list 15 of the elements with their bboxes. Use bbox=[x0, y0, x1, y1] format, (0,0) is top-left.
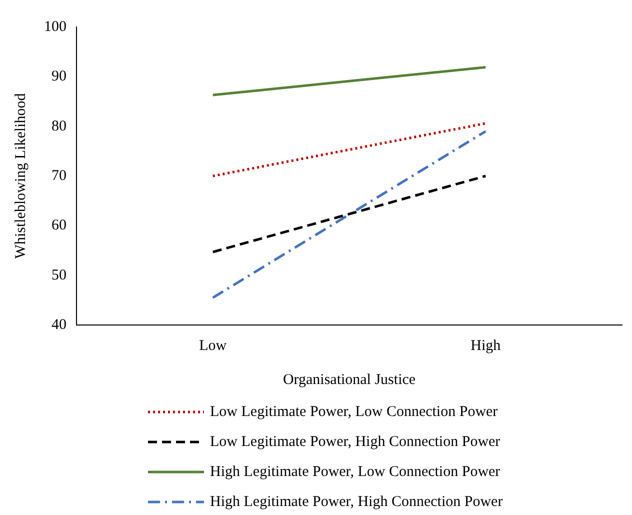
x-tick-label: Low bbox=[199, 338, 227, 354]
x-tick-label: High bbox=[470, 338, 502, 354]
legend-label: Low Legitimate Power, High Connection Power bbox=[210, 434, 500, 450]
legend-label: High Legitimate Power, High Connection Power bbox=[210, 494, 503, 510]
legend-label: Low Legitimate Power, Low Connection Power bbox=[210, 404, 498, 420]
y-tick-label: 40 bbox=[52, 316, 66, 333]
y-tick-label: 80 bbox=[52, 118, 66, 134]
y-tick-label: 100 bbox=[44, 18, 66, 35]
y-axis-title: Whistleblowing Likelihood bbox=[12, 92, 29, 259]
x-axis-title: Organisational Justice bbox=[282, 372, 416, 388]
y-tick-label: 50 bbox=[52, 267, 66, 284]
y-tick-label: 90 bbox=[52, 68, 66, 85]
y-tick-label: 70 bbox=[52, 168, 66, 184]
y-tick-label: 60 bbox=[52, 218, 66, 234]
legend-label: High Legitimate Power, Low Connection Power bbox=[210, 464, 500, 480]
